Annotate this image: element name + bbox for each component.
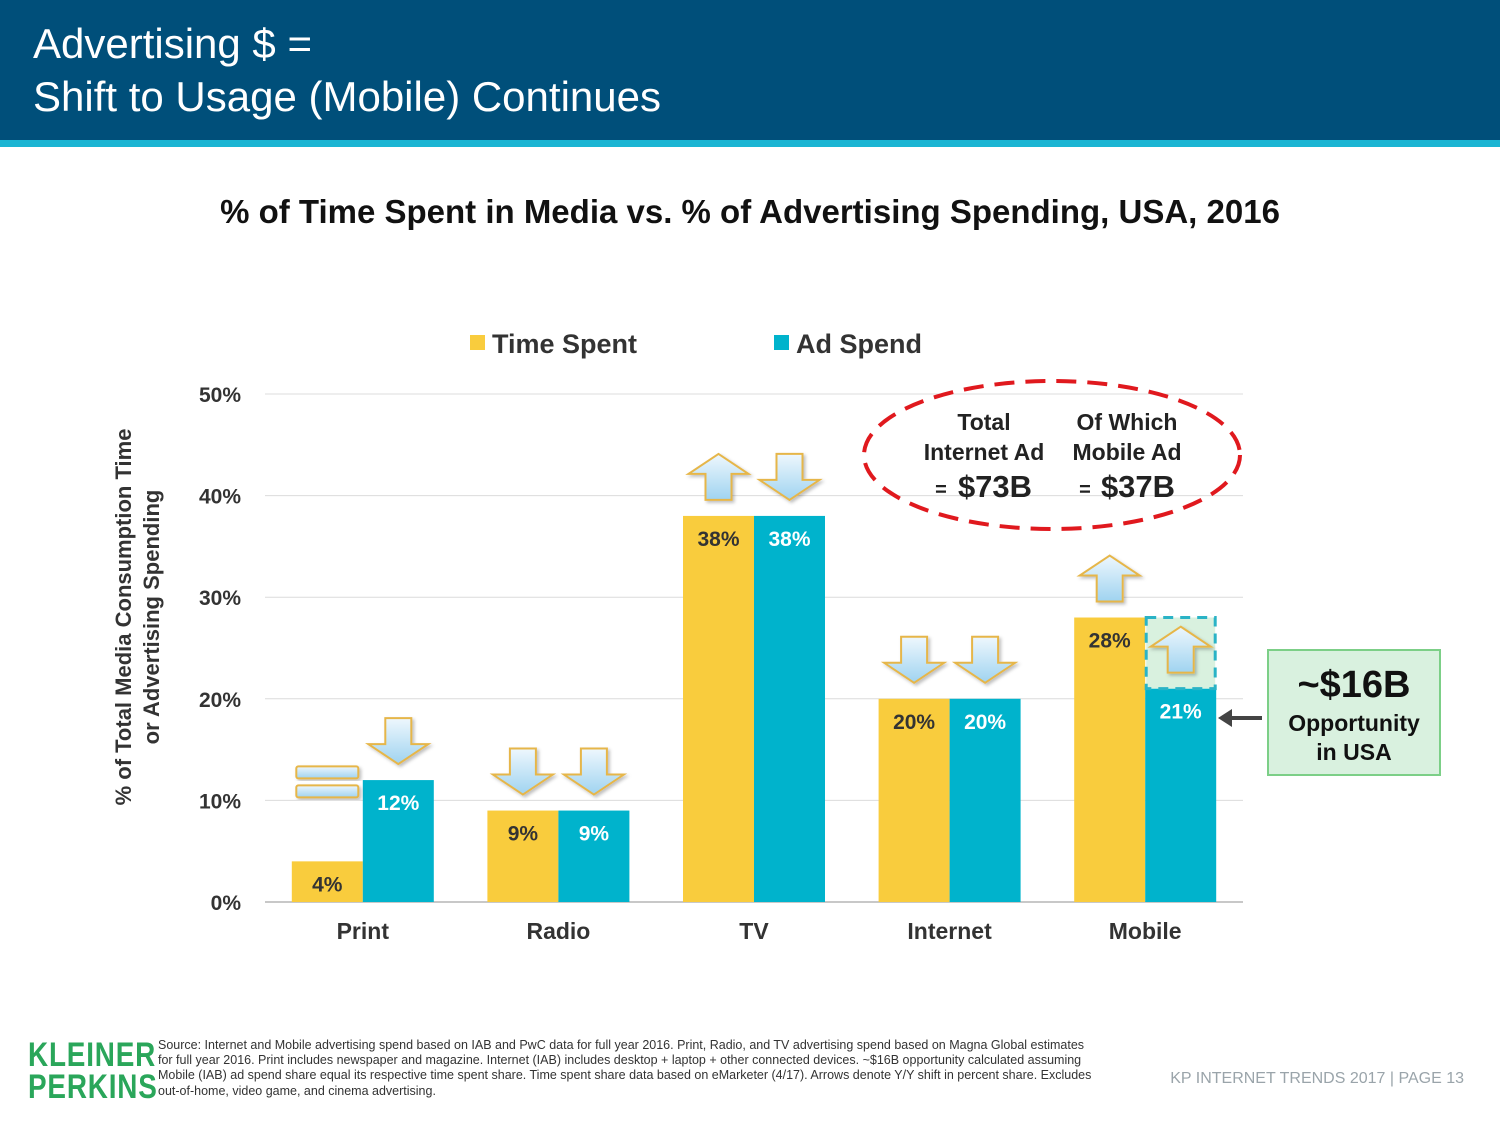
bar-time-spent — [683, 515, 754, 902]
bar-ad-spend — [362, 780, 434, 902]
logo-line1: KLEINER — [28, 1036, 157, 1074]
header-stripe — [0, 140, 1500, 147]
data-label: 21% — [1160, 701, 1202, 724]
x-tick-label: Print — [337, 918, 390, 944]
legend-swatch-ad-spend — [774, 335, 789, 350]
arrow-down-icon — [951, 635, 1019, 685]
y-tick-label: 30% — [199, 587, 241, 610]
opportunity-box — [1267, 649, 1441, 776]
internet-ad-equals: = — [935, 479, 947, 501]
internet-ad-value: $73B — [958, 469, 1032, 504]
y-tick-label: 20% — [199, 689, 241, 712]
bar-time-spent — [291, 861, 363, 902]
slide-title-line2: Shift to Usage (Mobile) Continues — [33, 73, 661, 120]
internet-ad-callout-ellipse — [862, 379, 1242, 531]
arrow-down-icon — [364, 717, 432, 766]
y-tick-label: 10% — [199, 790, 241, 813]
logo-line2: PERKINS — [28, 1068, 158, 1106]
mobile-ad-equals: = — [1079, 479, 1091, 501]
equal-sign-icon — [295, 784, 360, 799]
x-tick-label: Internet — [907, 918, 992, 944]
page-footer: KP INTERNET TRENDS 2017 | PAGE 13 — [1170, 1070, 1464, 1087]
opportunity-arrow-icon — [1218, 709, 1262, 727]
header-banner — [0, 0, 1500, 140]
x-tick-label: Radio — [526, 918, 590, 944]
opportunity-value: ~$16B — [1297, 664, 1410, 706]
data-label: 38% — [697, 528, 739, 551]
y-axis-label-line2: or Advertising Spending — [139, 490, 164, 745]
x-tick-label: TV — [739, 918, 769, 944]
data-label: 38% — [768, 528, 810, 551]
slide-title-line1: Advertising $ = — [33, 20, 312, 67]
x-tick-label: Mobile — [1109, 918, 1182, 944]
legend-label-ad-spend: Ad Spend — [796, 329, 922, 359]
data-label: 9% — [508, 823, 539, 846]
bar-time-spent — [1074, 617, 1146, 902]
data-label: 12% — [377, 792, 419, 815]
y-tick-label: 0% — [211, 892, 242, 915]
bar-ad-spend — [949, 698, 1021, 902]
equal-sign-icon — [295, 765, 360, 780]
legend-label-time-spent: Time Spent — [492, 329, 637, 359]
data-label: 4% — [312, 873, 343, 896]
data-label: 9% — [579, 823, 610, 846]
bar-ad-spend — [1145, 688, 1217, 902]
opportunity-line2: in USA — [1316, 739, 1391, 765]
bar-time-spent — [487, 810, 559, 902]
mobile-ad-line1: Of Which — [1077, 409, 1178, 435]
legend-swatch-time-spent — [470, 335, 485, 350]
arrow-up-icon — [1147, 625, 1215, 674]
data-label: 20% — [964, 711, 1006, 734]
bar-ad-spend — [558, 810, 630, 902]
internet-ad-line1: Total — [957, 409, 1010, 435]
arrow-up-icon — [685, 452, 752, 501]
internet-ad-line2: Internet Ad — [924, 439, 1045, 465]
mobile-ad-value: $37B — [1101, 469, 1175, 504]
y-axis-label: % of Total Media Consumption Time or Adv… — [111, 429, 164, 806]
mobile-ad-line2: Mobile Ad — [1072, 439, 1181, 465]
arrow-down-icon — [489, 747, 557, 796]
bar-time-spent — [878, 698, 950, 902]
chart-title: % of Time Spent in Media vs. % of Advert… — [220, 193, 1280, 230]
opportunity-line1: Opportunity — [1288, 710, 1420, 736]
arrow-up-icon — [1076, 554, 1144, 603]
arrow-down-icon — [560, 747, 628, 796]
data-label: 20% — [893, 711, 935, 734]
arrow-down-icon — [880, 635, 948, 685]
source-note: Source: Internet and Mobile advertising … — [158, 1038, 1092, 1098]
y-axis-label-line1: % of Total Media Consumption Time — [111, 429, 136, 806]
y-tick-label: 50% — [199, 384, 241, 407]
arrow-down-icon — [756, 452, 823, 502]
bar-ad-spend — [754, 515, 825, 902]
y-tick-label: 40% — [199, 486, 241, 509]
data-label: 28% — [1089, 630, 1131, 653]
